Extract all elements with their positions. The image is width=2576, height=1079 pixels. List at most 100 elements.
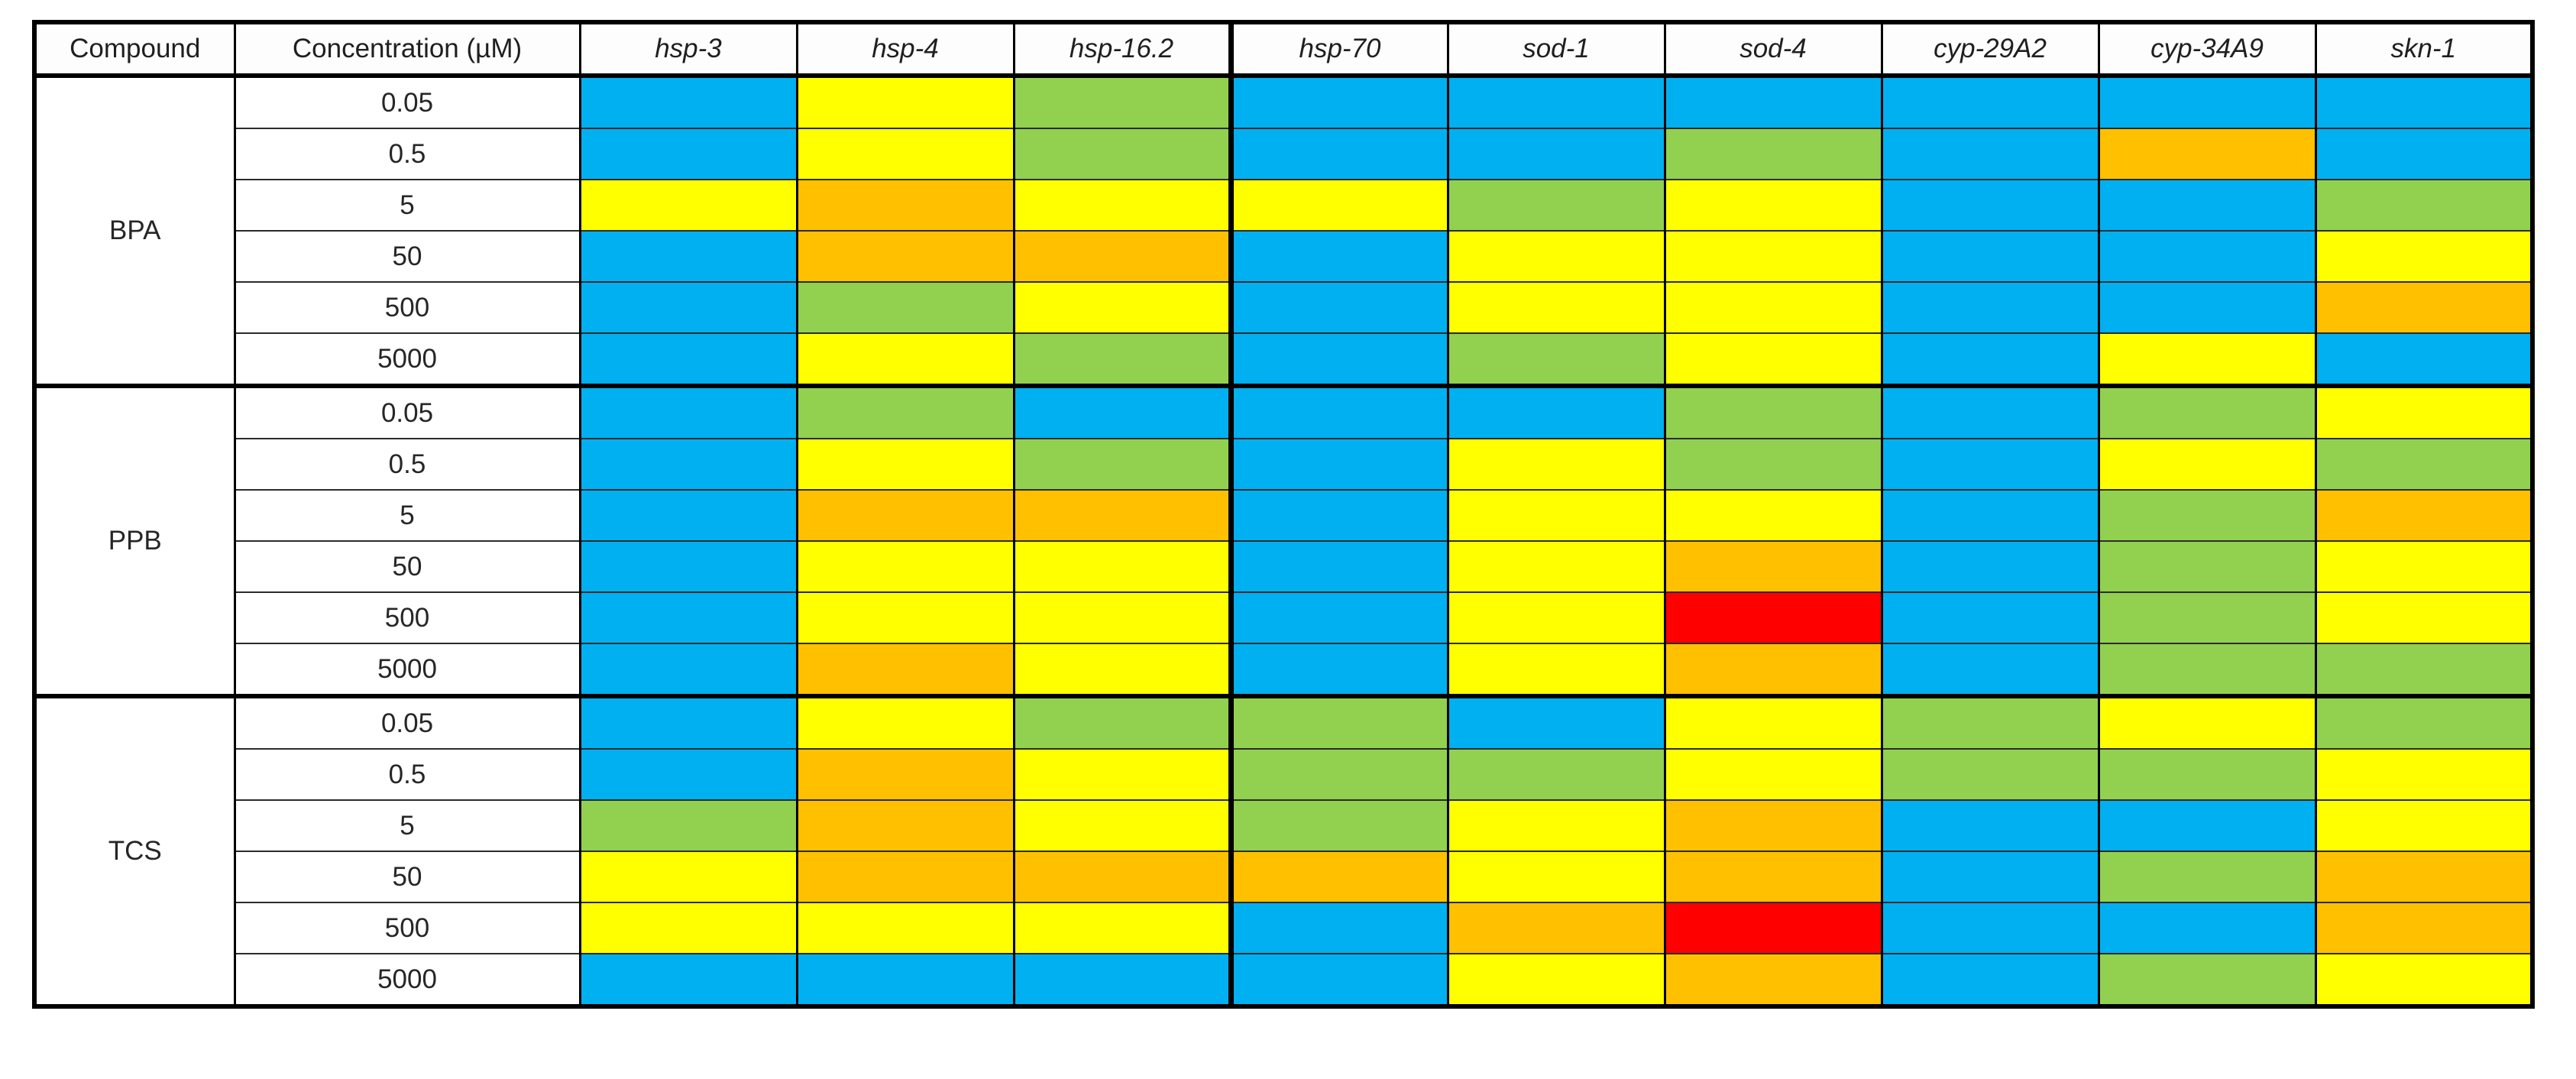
heatmap-cell-PPB-500-cyp-34A9: [2097, 591, 2315, 643]
heatmap-cell-BPA-5-sod-1: [1446, 179, 1665, 231]
heatmap-cell-BPA-0.5-sod-4: [1663, 128, 1882, 180]
concentration-value: 0.05: [233, 384, 580, 439]
heatmap-cell-BPA-0.05-cyp-34A9: [2097, 73, 2315, 128]
concentration-value: 5: [233, 179, 580, 231]
heatmap-cell-PPB-50-cyp-29A2: [1880, 540, 2099, 592]
concentration-value: 5000: [233, 332, 580, 386]
concentration-value: 0.05: [233, 73, 580, 128]
heatmap-cell-TCS-5-skn-1: [2314, 799, 2532, 851]
data-row-TCS-0.05: TCS 0.05: [33, 694, 2532, 1006]
concentration-value: 50: [233, 851, 580, 902]
heatmap-cell-BPA-500-cyp-29A2: [1880, 281, 2099, 333]
heatmap-cell-PPB-5-sod-1: [1446, 489, 1665, 541]
data-row-PPB-5: 5: [34, 489, 2532, 541]
data-row-PPB-50: 50: [34, 540, 2532, 592]
heatmap-cell-TCS-0.5-hsp-16.2: [1012, 748, 1231, 800]
heatmap-cell-PPB-5-skn-1: [2314, 489, 2532, 541]
heatmap-cell-TCS-5000-hsp-4: [795, 953, 1014, 1006]
heatmap-cell-BPA-5000-hsp-16.2: [1012, 332, 1231, 386]
gene-column-header-sod-4: sod-4: [1663, 22, 1882, 78]
heatmap-cell-TCS-5-sod-1: [1446, 799, 1665, 851]
heatmap-cell-TCS-0.05-hsp-70: [1228, 694, 1448, 749]
gene-column-header-hsp-3: hsp-3: [578, 22, 797, 78]
heatmap-cell-PPB-0.05-hsp-16.2: [1012, 384, 1231, 439]
heatmap-cell-TCS-5000-sod-1: [1446, 953, 1665, 1006]
heatmap-cell-PPB-500-sod-4: [1663, 591, 1882, 643]
heatmap-cell-BPA-0.5-hsp-4: [795, 128, 1014, 180]
heatmap-cell-PPB-5000-cyp-29A2: [1880, 643, 2099, 696]
heatmap-cell-PPB-50-hsp-4: [795, 540, 1014, 592]
header-row: Compound Concentration (µM) hsp-3 hsp-4 …: [33, 22, 2532, 78]
heatmap-cell-BPA-5-cyp-29A2: [1880, 179, 2099, 231]
heatmap-cell-TCS-5000-hsp-3: [578, 953, 797, 1006]
heatmap-cell-BPA-5-skn-1: [2314, 179, 2532, 231]
heatmap-cell-TCS-5-hsp-16.2: [1012, 799, 1231, 851]
heatmap-cell-PPB-0.05-sod-4: [1663, 384, 1882, 439]
heatmap-cell-BPA-0.5-hsp-16.2: [1012, 128, 1231, 180]
heatmap-cell-BPA-50-skn-1: [2314, 230, 2532, 282]
heatmap-cell-PPB-5000-hsp-4: [795, 643, 1014, 696]
heatmap-cell-BPA-5000-sod-4: [1663, 332, 1882, 386]
heatmap-cell-TCS-50-cyp-29A2: [1880, 851, 2099, 902]
gene-column-header-cyp-29A2: cyp-29A2: [1880, 22, 2099, 78]
heatmap-cell-TCS-0.5-hsp-70: [1228, 748, 1448, 800]
heatmap-cell-PPB-50-cyp-34A9: [2097, 540, 2315, 592]
heatmap-cell-PPB-50-sod-1: [1446, 540, 1665, 592]
heatmap-cell-BPA-500-hsp-3: [578, 281, 797, 333]
heatmap-cell-TCS-50-hsp-4: [795, 851, 1014, 902]
heatmap-cell-TCS-0.05-cyp-29A2: [1880, 694, 2099, 749]
heatmap-cell-BPA-5-hsp-16.2: [1012, 179, 1231, 231]
data-row-PPB-0.05: PPB 0.05: [33, 384, 2532, 696]
heatmap-cell-PPB-500-skn-1: [2314, 591, 2532, 643]
heatmap-cell-PPB-0.05-sod-1: [1446, 384, 1665, 439]
heatmap-cell-PPB-5-cyp-29A2: [1880, 489, 2099, 541]
heatmap-cell-PPB-50-sod-4: [1663, 540, 1882, 592]
heatmap-cell-TCS-0.05-hsp-4: [795, 694, 1014, 749]
heatmap-cell-PPB-500-sod-1: [1446, 591, 1665, 643]
heatmap-cell-TCS-0.05-skn-1: [2314, 694, 2532, 749]
heatmap-cell-BPA-500-hsp-4: [795, 281, 1014, 333]
heatmap-cell-PPB-0.05-skn-1: [2314, 384, 2532, 439]
data-row-PPB-500: 500: [34, 591, 2532, 643]
data-row-TCS-0.5: 0.5: [34, 748, 2532, 800]
heatmap-cell-BPA-50-hsp-16.2: [1012, 230, 1231, 282]
heatmap-cell-BPA-500-sod-4: [1663, 281, 1882, 333]
heatmap-cell-PPB-0.5-skn-1: [2314, 438, 2532, 490]
heatmap-cell-BPA-5000-cyp-29A2: [1880, 332, 2099, 386]
heatmap-cell-BPA-5000-hsp-4: [795, 332, 1014, 386]
data-row-PPB-5000: 5000: [34, 643, 2532, 696]
gene-column-header-cyp-34A9: cyp-34A9: [2097, 22, 2315, 78]
heatmap-cell-PPB-0.5-cyp-29A2: [1880, 438, 2099, 490]
heatmap-cell-PPB-0.5-hsp-70: [1228, 438, 1448, 490]
heatmap-cell-BPA-5-sod-4: [1663, 179, 1882, 231]
heatmap-cell-PPB-50-hsp-16.2: [1012, 540, 1231, 592]
heatmap-cell-PPB-5000-skn-1: [2314, 643, 2532, 696]
heatmap-cell-TCS-5000-cyp-34A9: [2097, 953, 2315, 1006]
data-row-TCS-50: 50: [34, 851, 2532, 902]
heatmap-cell-TCS-500-cyp-29A2: [1880, 902, 2099, 954]
data-row-BPA-50: 50: [34, 230, 2532, 282]
heatmap-cell-TCS-5000-sod-4: [1663, 953, 1882, 1006]
heatmap-cell-BPA-0.05-hsp-4: [795, 73, 1014, 128]
compound-label-PPB: PPB: [33, 384, 235, 696]
heatmap-cell-TCS-0.5-cyp-29A2: [1880, 748, 2099, 800]
gene-column-header-hsp-16-2: hsp-16.2: [1012, 22, 1231, 78]
heatmap-cell-PPB-500-hsp-16.2: [1012, 591, 1231, 643]
heatmap-cell-TCS-500-sod-1: [1446, 902, 1665, 954]
heatmap-cell-BPA-5000-hsp-70: [1228, 332, 1448, 386]
heatmap-cell-TCS-500-hsp-70: [1228, 902, 1448, 954]
heatmap-cell-TCS-500-hsp-16.2: [1012, 902, 1231, 954]
heatmap-cell-PPB-5000-hsp-16.2: [1012, 643, 1231, 696]
heatmap-cell-BPA-5000-hsp-3: [578, 332, 797, 386]
heatmap-cell-BPA-50-hsp-3: [578, 230, 797, 282]
gene-column-header-sod-1: sod-1: [1446, 22, 1665, 78]
data-row-PPB-0.5: 0.5: [34, 438, 2532, 490]
concentration-value: 50: [233, 540, 580, 592]
heatmap-cell-PPB-0.05-hsp-70: [1228, 384, 1448, 439]
heatmap-cell-BPA-500-sod-1: [1446, 281, 1665, 333]
heatmap-cell-TCS-5-sod-4: [1663, 799, 1882, 851]
heatmap-cell-BPA-50-hsp-4: [795, 230, 1014, 282]
heatmap-cell-BPA-0.05-hsp-16.2: [1012, 73, 1231, 128]
heatmap-cell-BPA-0.5-sod-1: [1446, 128, 1665, 180]
heatmap-cell-TCS-0.05-sod-4: [1663, 694, 1882, 749]
